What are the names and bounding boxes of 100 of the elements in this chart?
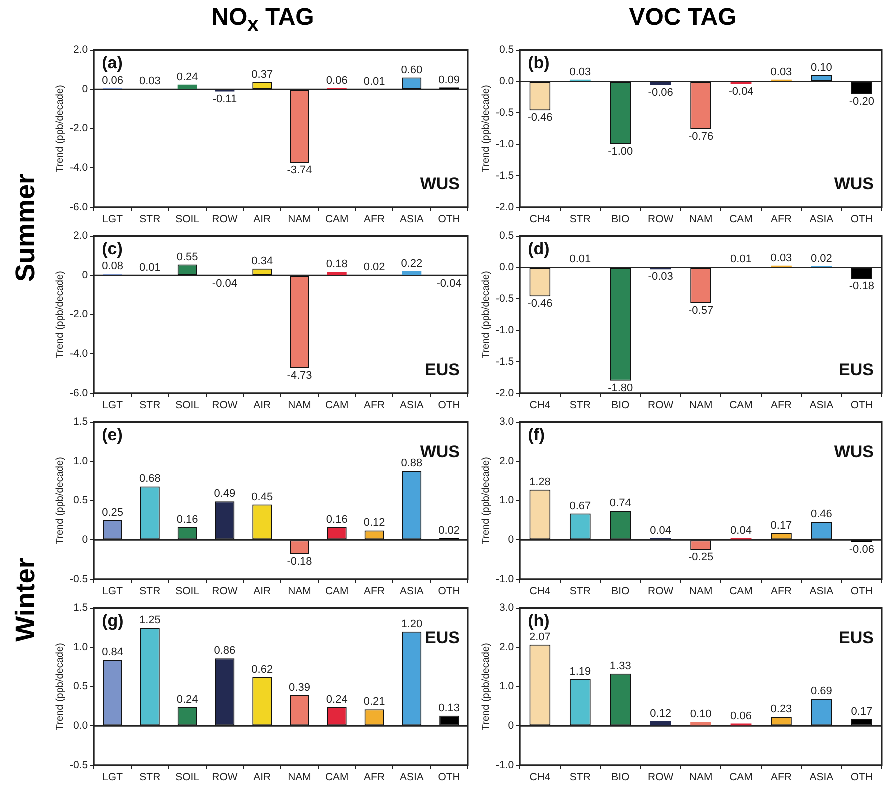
data-label: -0.18 xyxy=(849,280,874,293)
data-label: 0.46 xyxy=(810,508,832,521)
x-tick-label: OTH xyxy=(438,586,460,598)
data-label: 0.17 xyxy=(770,520,792,532)
data-label: -0.46 xyxy=(528,112,553,124)
x-tick-label: AFR xyxy=(770,214,792,226)
y-tick-label: 0.5 xyxy=(73,494,88,507)
y-tick-label: 1.5 xyxy=(73,416,88,428)
chart-title: NO$_{x}$ TAG xyxy=(210,4,316,37)
y-tick-label: 0.0 xyxy=(499,76,514,88)
data-label: 0.04 xyxy=(650,525,672,538)
data-label: 2.07 xyxy=(529,631,551,644)
x-tick-label: SOIL xyxy=(176,400,200,412)
x-tick-label: CAM xyxy=(325,772,349,784)
y-tick-label: -1.0 xyxy=(496,573,514,586)
data-label: -1.80 xyxy=(608,382,634,394)
x-tick-label: OTH xyxy=(850,400,873,412)
y-tick-label: 0.5 xyxy=(73,680,88,693)
bar xyxy=(327,272,347,276)
bar xyxy=(402,271,422,276)
x-tick-label: OTH xyxy=(850,214,873,226)
x-tick-label: LGT xyxy=(102,772,124,784)
data-label: 0.01 xyxy=(364,76,386,88)
x-tick-label: CH4 xyxy=(530,400,551,412)
x-tick-label: AIR xyxy=(254,400,272,412)
data-label: -0.25 xyxy=(688,551,714,564)
y-tick-label: 0 xyxy=(508,534,514,546)
data-label: 0.60 xyxy=(401,64,423,76)
x-tick-label: AFR xyxy=(770,586,792,598)
y-tick-label: -0.5 xyxy=(496,107,514,120)
data-label: 0.01 xyxy=(570,254,592,266)
text: Summer xyxy=(10,174,42,282)
x-tick-label: CAM xyxy=(730,586,753,598)
x-tick-label: NAM xyxy=(689,772,713,784)
x-tick-label: LGT xyxy=(102,586,124,598)
x-tick-label: NAM xyxy=(689,400,713,412)
y-axis-title: Trend (ppb/decade) xyxy=(480,85,492,173)
x-tick-label: OTH xyxy=(850,772,873,784)
x-tick-label: STR xyxy=(570,586,592,598)
x-tick-label: CAM xyxy=(730,400,753,412)
data-label: 1.33 xyxy=(610,660,632,672)
y-tick-label: -1.0 xyxy=(496,324,514,336)
data-label: 0.06 xyxy=(102,74,124,87)
data-label: -0.06 xyxy=(648,87,674,100)
annotation: (f) xyxy=(528,425,546,444)
x-tick-label: AFR xyxy=(364,586,386,598)
data-label: -0.03 xyxy=(648,271,674,284)
text: Winter xyxy=(10,558,42,642)
data-label: 0.45 xyxy=(252,491,274,504)
data-label: 0.68 xyxy=(139,473,161,486)
data-label: 0.01 xyxy=(139,262,161,274)
y-tick-label: -1.0 xyxy=(496,138,514,150)
y-tick-label: 3.0 xyxy=(499,602,514,614)
y-tick-label: 1.0 xyxy=(73,641,88,654)
x-tick-label: AIR xyxy=(254,214,272,226)
data-label: 0.25 xyxy=(102,507,124,520)
x-tick-label: BIO xyxy=(612,586,630,598)
x-tick-label: STR xyxy=(570,400,592,412)
y-tick-label: -2.0 xyxy=(70,122,88,135)
x-tick-label: STR xyxy=(570,214,592,226)
x-tick-label: CAM xyxy=(325,586,349,598)
x-tick-label: SOIL xyxy=(176,772,200,784)
data-label: 0.24 xyxy=(326,694,348,706)
x-tick-label: STR xyxy=(570,772,592,784)
data-label: 0.06 xyxy=(326,74,348,87)
data-label: 0.02 xyxy=(438,525,460,538)
annotation: EUS xyxy=(425,628,460,648)
x-tick-label: NAM xyxy=(288,772,312,784)
annotation: EUS xyxy=(425,360,460,380)
y-tick-label: -6.0 xyxy=(70,201,88,214)
x-tick-label: AFR xyxy=(770,400,792,412)
x-tick-label: ROW xyxy=(648,400,674,412)
x-tick-label: AFR xyxy=(364,400,386,412)
data-label: 0.04 xyxy=(730,525,752,538)
annotation: WUS xyxy=(420,174,460,194)
data-label: 0.62 xyxy=(252,664,274,676)
x-tick-label: OTH xyxy=(438,214,460,226)
data-label: -0.18 xyxy=(287,556,312,568)
data-label: 0.03 xyxy=(770,66,792,78)
y-tick-label: -0.5 xyxy=(70,759,88,772)
y-tick-label: 0.0 xyxy=(73,720,88,732)
x-tick-label: ROW xyxy=(212,586,238,598)
data-label: 0.16 xyxy=(176,514,198,526)
data-label: 0.02 xyxy=(810,252,832,265)
data-label: 0.84 xyxy=(102,646,124,659)
y-tick-label: -4.0 xyxy=(70,348,88,360)
y-tick-label: -0.5 xyxy=(496,293,514,306)
y-tick-label: 2.0 xyxy=(499,641,514,654)
x-tick-label: AFR xyxy=(364,772,386,784)
bar xyxy=(650,82,672,86)
x-tick-label: STR xyxy=(140,400,162,412)
y-tick-label: 1.0 xyxy=(499,494,514,507)
x-tick-label: ROW xyxy=(212,214,238,226)
x-tick-label: OTH xyxy=(850,586,873,598)
data-label: 1.25 xyxy=(139,614,161,626)
y-tick-label: -4.0 xyxy=(70,162,88,174)
data-label: -0.04 xyxy=(728,86,754,98)
y-axis-title: Trend (ppb/decade) xyxy=(54,457,66,545)
annotation: EUS xyxy=(839,628,874,648)
x-tick-label: ROW xyxy=(212,400,238,412)
